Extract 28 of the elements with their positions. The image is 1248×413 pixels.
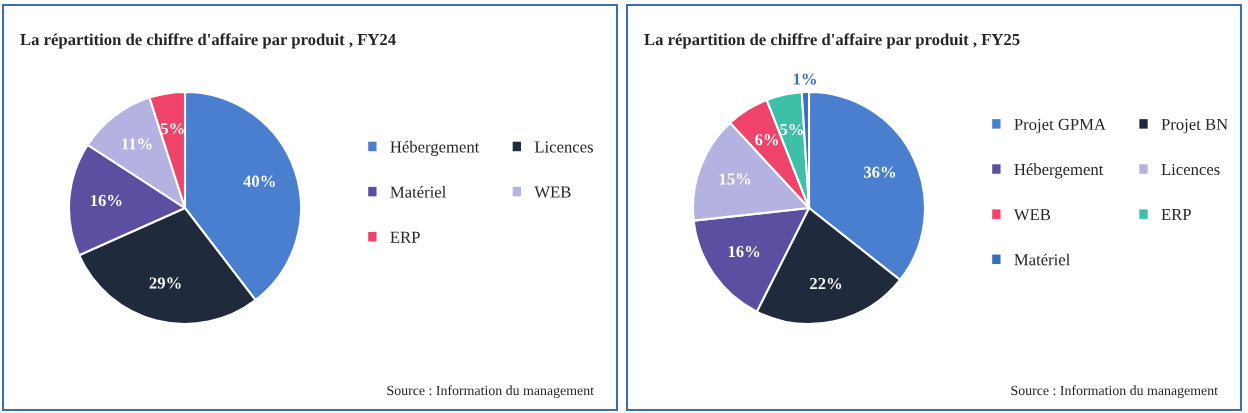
- legend-label: Projet GPMA: [1014, 118, 1106, 134]
- data-label: 36%: [863, 166, 896, 178]
- legend-label: WEB: [1013, 209, 1051, 221]
- data-label: 6%: [755, 134, 779, 146]
- data-label: 40%: [243, 175, 275, 187]
- legend-label: ERP: [1161, 209, 1191, 221]
- legend-label: Licences: [534, 141, 593, 153]
- data-label: 5%: [160, 123, 184, 135]
- data-label: 15%: [719, 173, 751, 185]
- data-label: 16%: [728, 245, 760, 258]
- data-label: 1%: [793, 73, 816, 85]
- data-label: 11%: [122, 138, 152, 150]
- data-label: 29%: [149, 277, 181, 289]
- legend-label: Matériel: [1014, 253, 1070, 266]
- legend-label: ERP: [390, 231, 420, 243]
- legend-label: Hébergement: [1014, 163, 1104, 179]
- legend-label: Matériel: [390, 185, 446, 198]
- chart-title: La répartition de chiffre d'affaire par produit , FY25: [644, 33, 1020, 49]
- data-label: 16%: [91, 194, 122, 207]
- chart-title: La répartition de chiffre d'affaire par produit , FY24: [20, 33, 396, 49]
- legend-label: Hébergement: [390, 140, 480, 156]
- legend-label: Projet BN: [1161, 118, 1228, 134]
- legend-label: Licences: [1161, 163, 1220, 176]
- source-note: Source : Information du management: [1011, 385, 1218, 398]
- legend-label: WEB: [534, 186, 571, 198]
- data-label: 22%: [810, 277, 842, 290]
- data-label: 5%: [780, 123, 803, 136]
- source-note: Source : Information du management: [387, 385, 594, 398]
